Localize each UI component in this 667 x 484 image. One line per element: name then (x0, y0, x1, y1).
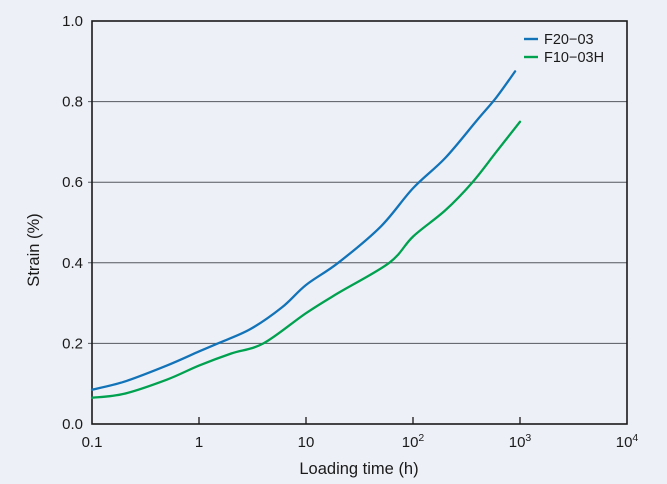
legend-label: F20−03 (544, 32, 594, 48)
legend-item: F10−03H (524, 50, 604, 66)
y-tick-label: 1.0 (62, 13, 83, 30)
x-tick-label: 10 (298, 434, 315, 451)
gridlines (88, 101, 627, 344)
x-axis-ticks (198, 417, 521, 424)
x-tick-label: 102 (402, 432, 425, 451)
series-line-0 (90, 70, 517, 391)
y-tick-label: 0.8 (62, 94, 83, 111)
legend-label: F10−03H (544, 50, 604, 66)
legend-item: F20−03 (524, 32, 594, 48)
y-tick-label: 0.2 (62, 335, 83, 352)
y-tick-label: 0.0 (62, 416, 83, 433)
x-tick-label: 104 (616, 432, 639, 451)
y-tick-label: 0.4 (62, 255, 83, 272)
y-tick-label: 0.6 (62, 174, 83, 191)
series-line-1 (90, 120, 522, 399)
y-axis-label: Strain (%) (25, 213, 43, 286)
plot-frame (91, 20, 628, 425)
x-tick-label: 103 (509, 432, 532, 451)
legend: F20−03 F10−03H (524, 32, 604, 66)
series-curves (90, 70, 522, 399)
x-axis-label: Loading time (h) (299, 460, 418, 478)
tick-labels: 0.0 0.2 0.4 0.6 0.8 1.0 0.1 1 10 102 103 104 (62, 13, 638, 451)
x-tick-label: 1 (195, 434, 203, 451)
x-tick-label: 0.1 (82, 434, 103, 451)
